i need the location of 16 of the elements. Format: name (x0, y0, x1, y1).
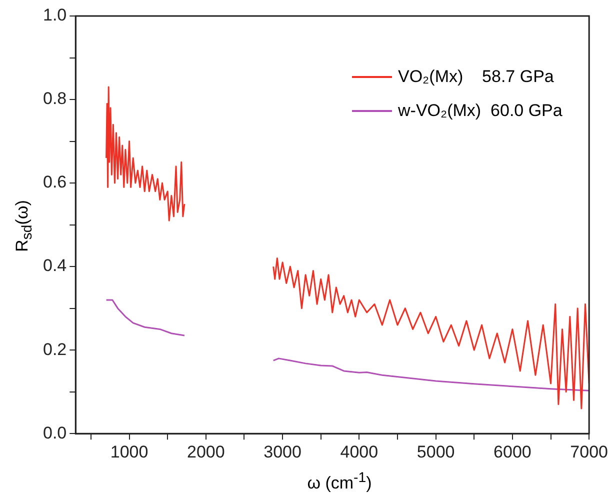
x-tick-label: 4000 (340, 442, 378, 462)
x-tick-label: 7000 (570, 442, 608, 462)
y-tick-label: 0.2 (42, 340, 67, 359)
x-axis-title: ω (cm$^{-1}$) (306, 470, 373, 494)
legend-label: VO₂(Mx) 58.7 GPa (398, 67, 554, 87)
legend-label: w-VO₂(Mx) 60.0 GPa (398, 101, 562, 121)
y-tick-label: 0.6 (42, 172, 67, 192)
y-tick-label: 0.0 (42, 423, 67, 442)
y-tick-label: 0.4 (42, 256, 67, 276)
x-tick-label: 5000 (416, 442, 455, 462)
x-tick-label: 3000 (264, 442, 302, 462)
y-tick-label: 0.8 (42, 89, 67, 108)
x-tick-label: 6000 (494, 442, 532, 462)
y-tick-label: 1.0 (42, 6, 67, 25)
x-tick-label: 2000 (187, 442, 225, 462)
x-tick-label: 1000 (110, 442, 148, 462)
